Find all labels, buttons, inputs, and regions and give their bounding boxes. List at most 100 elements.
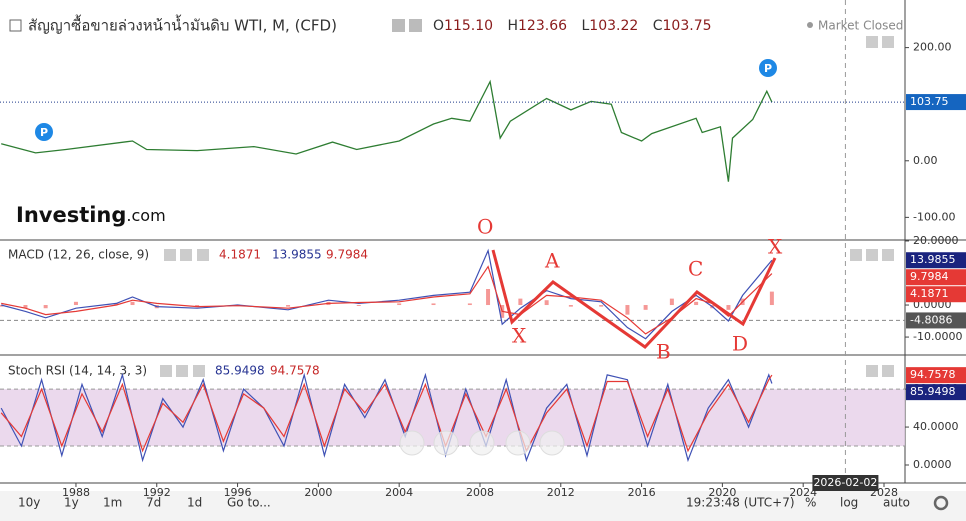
stoch-value-box: [906, 384, 966, 401]
collapse-icon[interactable]: [9, 19, 22, 32]
histogram-bar: [568, 305, 573, 307]
close-icon[interactable]: [197, 249, 209, 261]
range-button[interactable]: 10y: [18, 496, 40, 510]
nav-button[interactable]: [399, 430, 425, 456]
panel-icon[interactable]: [850, 249, 862, 261]
nav-button[interactable]: [505, 430, 531, 456]
y-tick-label: 200.00: [913, 41, 952, 54]
market-status: Market Closed: [818, 19, 903, 33]
nav-button[interactable]: [433, 430, 459, 456]
scale-option[interactable]: %: [805, 496, 816, 510]
range-button[interactable]: 1d: [187, 496, 202, 510]
histogram-bar: [669, 298, 674, 306]
histogram-bar: [0, 305, 4, 307]
event-marker[interactable]: [759, 59, 777, 77]
histogram-bar: [726, 305, 731, 310]
stoch-k-value: 85.9498: [215, 364, 265, 378]
annotation-label: A: [544, 249, 560, 273]
x-tick-label: 2004: [385, 486, 413, 499]
y-tick-label: 20.0000: [913, 234, 959, 247]
series-line: [1, 248, 773, 340]
annotation-label: X: [768, 235, 783, 259]
ohlc-label: O: [433, 18, 444, 34]
macd-value-label: 4.1871: [910, 287, 949, 300]
panel-icon[interactable]: [866, 249, 878, 261]
panel-icon[interactable]: [866, 36, 878, 48]
histogram-bar: [114, 303, 119, 306]
x-tick-label: 2012: [547, 486, 575, 499]
annotation-label: B: [656, 340, 671, 364]
status-dot: [807, 22, 813, 28]
range-button[interactable]: 1m: [103, 496, 122, 510]
last-price-box: [906, 94, 966, 111]
chart-title: สัญญาซื้อขายล่วงหน้าน้ำมันดิบ WTI, M, (C…: [28, 15, 337, 35]
scale-option[interactable]: auto: [883, 496, 910, 510]
clock: 19:23:48 (UTC+7): [686, 496, 795, 510]
macd-value-box: [906, 269, 966, 286]
panel-icon[interactable]: [882, 36, 894, 48]
histogram-bar: [467, 303, 472, 306]
macd-value: 13.9855: [272, 248, 322, 262]
panel-icon[interactable]: [882, 249, 894, 261]
settings-icon[interactable]: [392, 19, 405, 32]
range-button[interactable]: 1y: [64, 496, 79, 510]
settings-gear[interactable]: [933, 495, 949, 511]
annotation-label: X: [512, 324, 527, 348]
settings-icon[interactable]: [176, 365, 188, 377]
ohlc-value: 123.66: [518, 18, 567, 34]
range-button[interactable]: 7d: [146, 496, 161, 510]
nav-button[interactable]: [469, 430, 495, 456]
y-tick-label: -10.0000: [913, 330, 962, 343]
ohlc-value: 115.10: [444, 18, 493, 34]
histogram-bar: [130, 301, 135, 306]
logo-suffix: .com: [126, 206, 165, 225]
histogram-bar: [544, 300, 549, 306]
logo-name: Investing: [16, 203, 126, 227]
scale-option[interactable]: log: [840, 496, 858, 510]
ohlc-value: 103.22: [589, 18, 638, 34]
settings-icon[interactable]: [164, 249, 176, 261]
cursor-box: [812, 475, 879, 491]
panel-icon[interactable]: [866, 365, 878, 377]
stoch-value-box: [906, 367, 966, 384]
x-tick-label: 2020: [708, 486, 736, 499]
macd-signal-value: 9.7984: [326, 248, 368, 262]
x-tick-label: 1992: [143, 486, 171, 499]
ohlc-label: L: [581, 18, 589, 34]
y-tick-label: 40.0000: [913, 420, 959, 433]
settings-icon[interactable]: [160, 365, 172, 377]
histogram-bar: [486, 289, 491, 306]
settings-icon[interactable]: [409, 19, 422, 32]
histogram-bar: [195, 305, 200, 307]
nav-button[interactable]: [539, 430, 565, 456]
x-tick-label: 2008: [466, 486, 494, 499]
histogram-bar: [431, 303, 436, 306]
event-marker-label: P: [764, 62, 772, 75]
macd-value-label: -4.8086: [910, 313, 952, 326]
macd-title: MACD (12, 26, close, 9): [8, 248, 149, 262]
annotation-stroke: [491, 249, 777, 349]
series-line: [0, 374, 773, 453]
histogram-bar: [397, 303, 402, 306]
logo: Investing.com: [16, 203, 166, 227]
series-line: [1, 79, 773, 182]
event-marker[interactable]: [35, 123, 53, 141]
histogram-bar: [43, 305, 48, 309]
last-price-label: 103.75: [910, 95, 949, 108]
toolbar-bg: [0, 491, 966, 521]
histogram-bar: [23, 305, 28, 309]
goto-button[interactable]: Go to...: [227, 496, 271, 510]
macd-value-label: 13.9855: [910, 253, 956, 266]
macd-value-box: [906, 252, 966, 269]
ohlc-label: H: [507, 18, 518, 34]
ohlc-value: 103.75: [663, 18, 712, 34]
settings-icon[interactable]: [180, 249, 192, 261]
histogram-bar: [286, 305, 291, 307]
ohlc: O115.10 H123.66 L103.22 C103.75: [433, 18, 712, 34]
close-icon[interactable]: [193, 365, 205, 377]
histogram-bar: [518, 298, 523, 306]
stoch-d-value: 94.7578: [270, 364, 320, 378]
panel-icon[interactable]: [882, 365, 894, 377]
stoch-value-label: 94.7578: [910, 368, 956, 381]
